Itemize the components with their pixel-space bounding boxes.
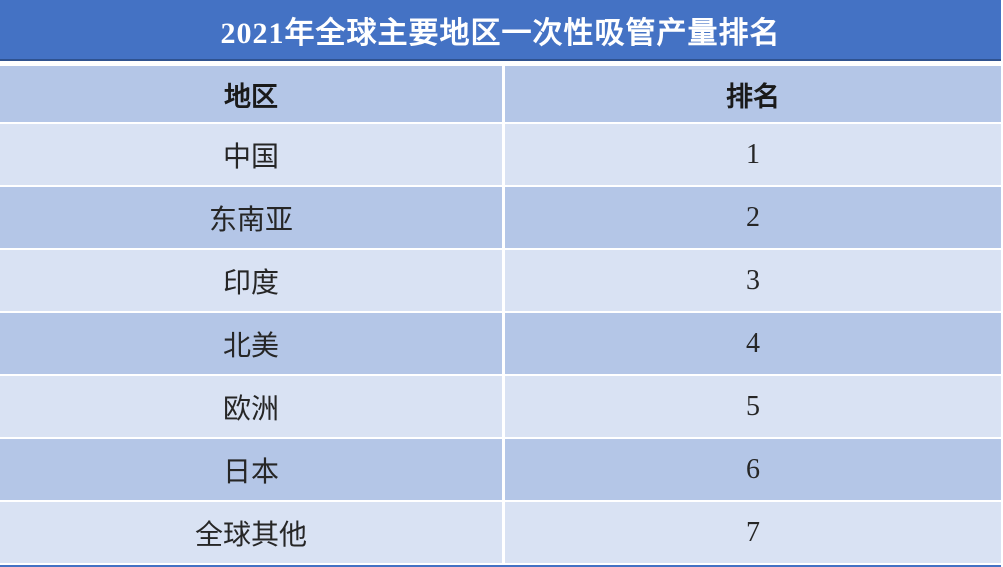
region-cell: 印度	[0, 250, 502, 311]
rank-cell: 2	[505, 187, 1001, 248]
rank-cell: 5	[505, 376, 1001, 437]
title-separator	[0, 61, 1001, 66]
table-title: 2021年全球主要地区一次性吸管产量排名	[0, 0, 1001, 61]
table-row: 印度 3	[0, 250, 1001, 311]
rank-cell: 7	[505, 502, 1001, 563]
region-cell: 北美	[0, 313, 502, 374]
rank-cell: 6	[505, 439, 1001, 500]
rank-cell: 4	[505, 313, 1001, 374]
region-cell: 欧洲	[0, 376, 502, 437]
region-cell: 中国	[0, 124, 502, 185]
region-cell: 全球其他	[0, 502, 502, 563]
rank-cell: 3	[505, 250, 1001, 311]
table-row: 北美 4	[0, 313, 1001, 374]
table-row: 东南亚 2	[0, 187, 1001, 248]
rank-cell: 1	[505, 124, 1001, 185]
column-header-rank: 排名	[505, 66, 1001, 122]
region-cell: 东南亚	[0, 187, 502, 248]
column-header-region: 地区	[0, 66, 502, 122]
bottom-accent-bar	[0, 565, 1001, 567]
table-row: 全球其他 7	[0, 502, 1001, 563]
header-row: 地区 排名	[0, 66, 1001, 122]
table-row: 日本 6	[0, 439, 1001, 500]
table-row: 中国 1	[0, 124, 1001, 185]
table-row: 欧洲 5	[0, 376, 1001, 437]
region-cell: 日本	[0, 439, 502, 500]
